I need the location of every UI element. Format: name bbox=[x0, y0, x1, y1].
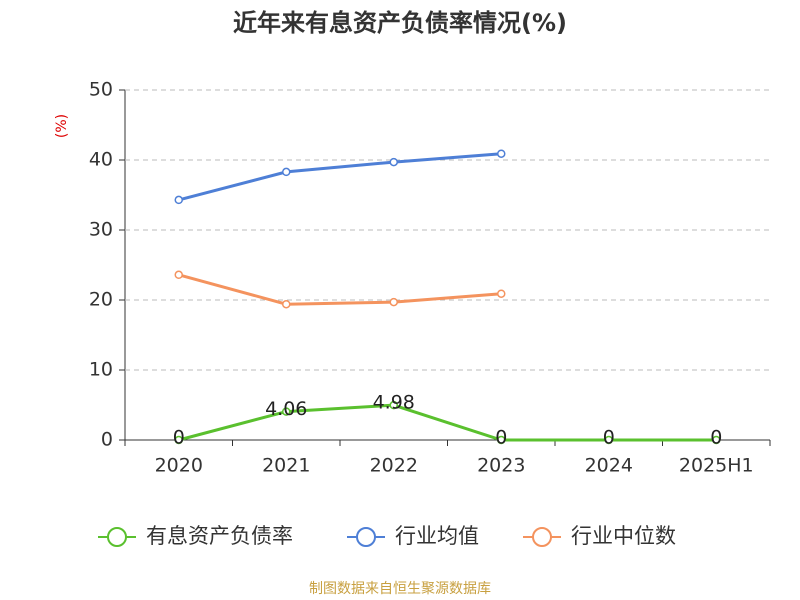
data-point bbox=[497, 149, 506, 158]
data-label: 0 bbox=[495, 427, 507, 449]
x-tick-label: 2025H1 bbox=[679, 455, 754, 477]
data-label: 4.98 bbox=[373, 392, 415, 414]
source-note: 制图数据来自恒生聚源数据库 bbox=[309, 581, 491, 597]
x-tick-label: 2024 bbox=[585, 455, 633, 477]
series-line bbox=[178, 152, 502, 202]
data-point bbox=[282, 407, 291, 416]
data-label: 0 bbox=[173, 427, 185, 449]
x-tick-label: 2021 bbox=[262, 455, 310, 477]
legend-label: 行业中位数 bbox=[571, 524, 676, 548]
data-point bbox=[712, 435, 721, 445]
legend-marker bbox=[356, 527, 376, 547]
data-label: 4.06 bbox=[265, 398, 307, 420]
y-tick-label: 30 bbox=[89, 219, 113, 241]
data-point bbox=[282, 299, 291, 309]
data-point bbox=[389, 157, 398, 167]
x-tick-label: 2023 bbox=[477, 455, 525, 477]
legend-label: 行业均值 bbox=[395, 524, 479, 548]
data-point bbox=[497, 289, 506, 298]
data-point bbox=[389, 400, 398, 410]
x-tick-label: 2020 bbox=[155, 455, 203, 477]
y-tick-label: 0 bbox=[101, 429, 113, 451]
chart-title: 近年来有息资产负债率情况(%) bbox=[233, 9, 567, 37]
data-point bbox=[174, 270, 183, 280]
legend-marker bbox=[532, 527, 552, 547]
data-point bbox=[604, 435, 613, 445]
data-label: 0 bbox=[603, 427, 615, 449]
y-tick-label: 40 bbox=[89, 149, 113, 171]
data-point bbox=[282, 167, 291, 177]
x-tick-label: 2022 bbox=[370, 455, 418, 477]
series-line bbox=[178, 403, 717, 442]
series-line bbox=[178, 273, 502, 306]
legend-marker bbox=[107, 527, 127, 547]
data-point bbox=[174, 195, 183, 205]
legend-label: 有息资产负债率 bbox=[146, 524, 293, 548]
y-axis-label: (%) bbox=[54, 114, 70, 138]
data-point bbox=[174, 435, 183, 445]
data-point bbox=[389, 297, 398, 307]
y-tick-label: 50 bbox=[89, 79, 113, 101]
y-tick-label: 10 bbox=[89, 359, 113, 381]
y-tick-label: 20 bbox=[89, 289, 113, 311]
data-label: 0 bbox=[710, 427, 722, 449]
data-point bbox=[497, 435, 506, 445]
